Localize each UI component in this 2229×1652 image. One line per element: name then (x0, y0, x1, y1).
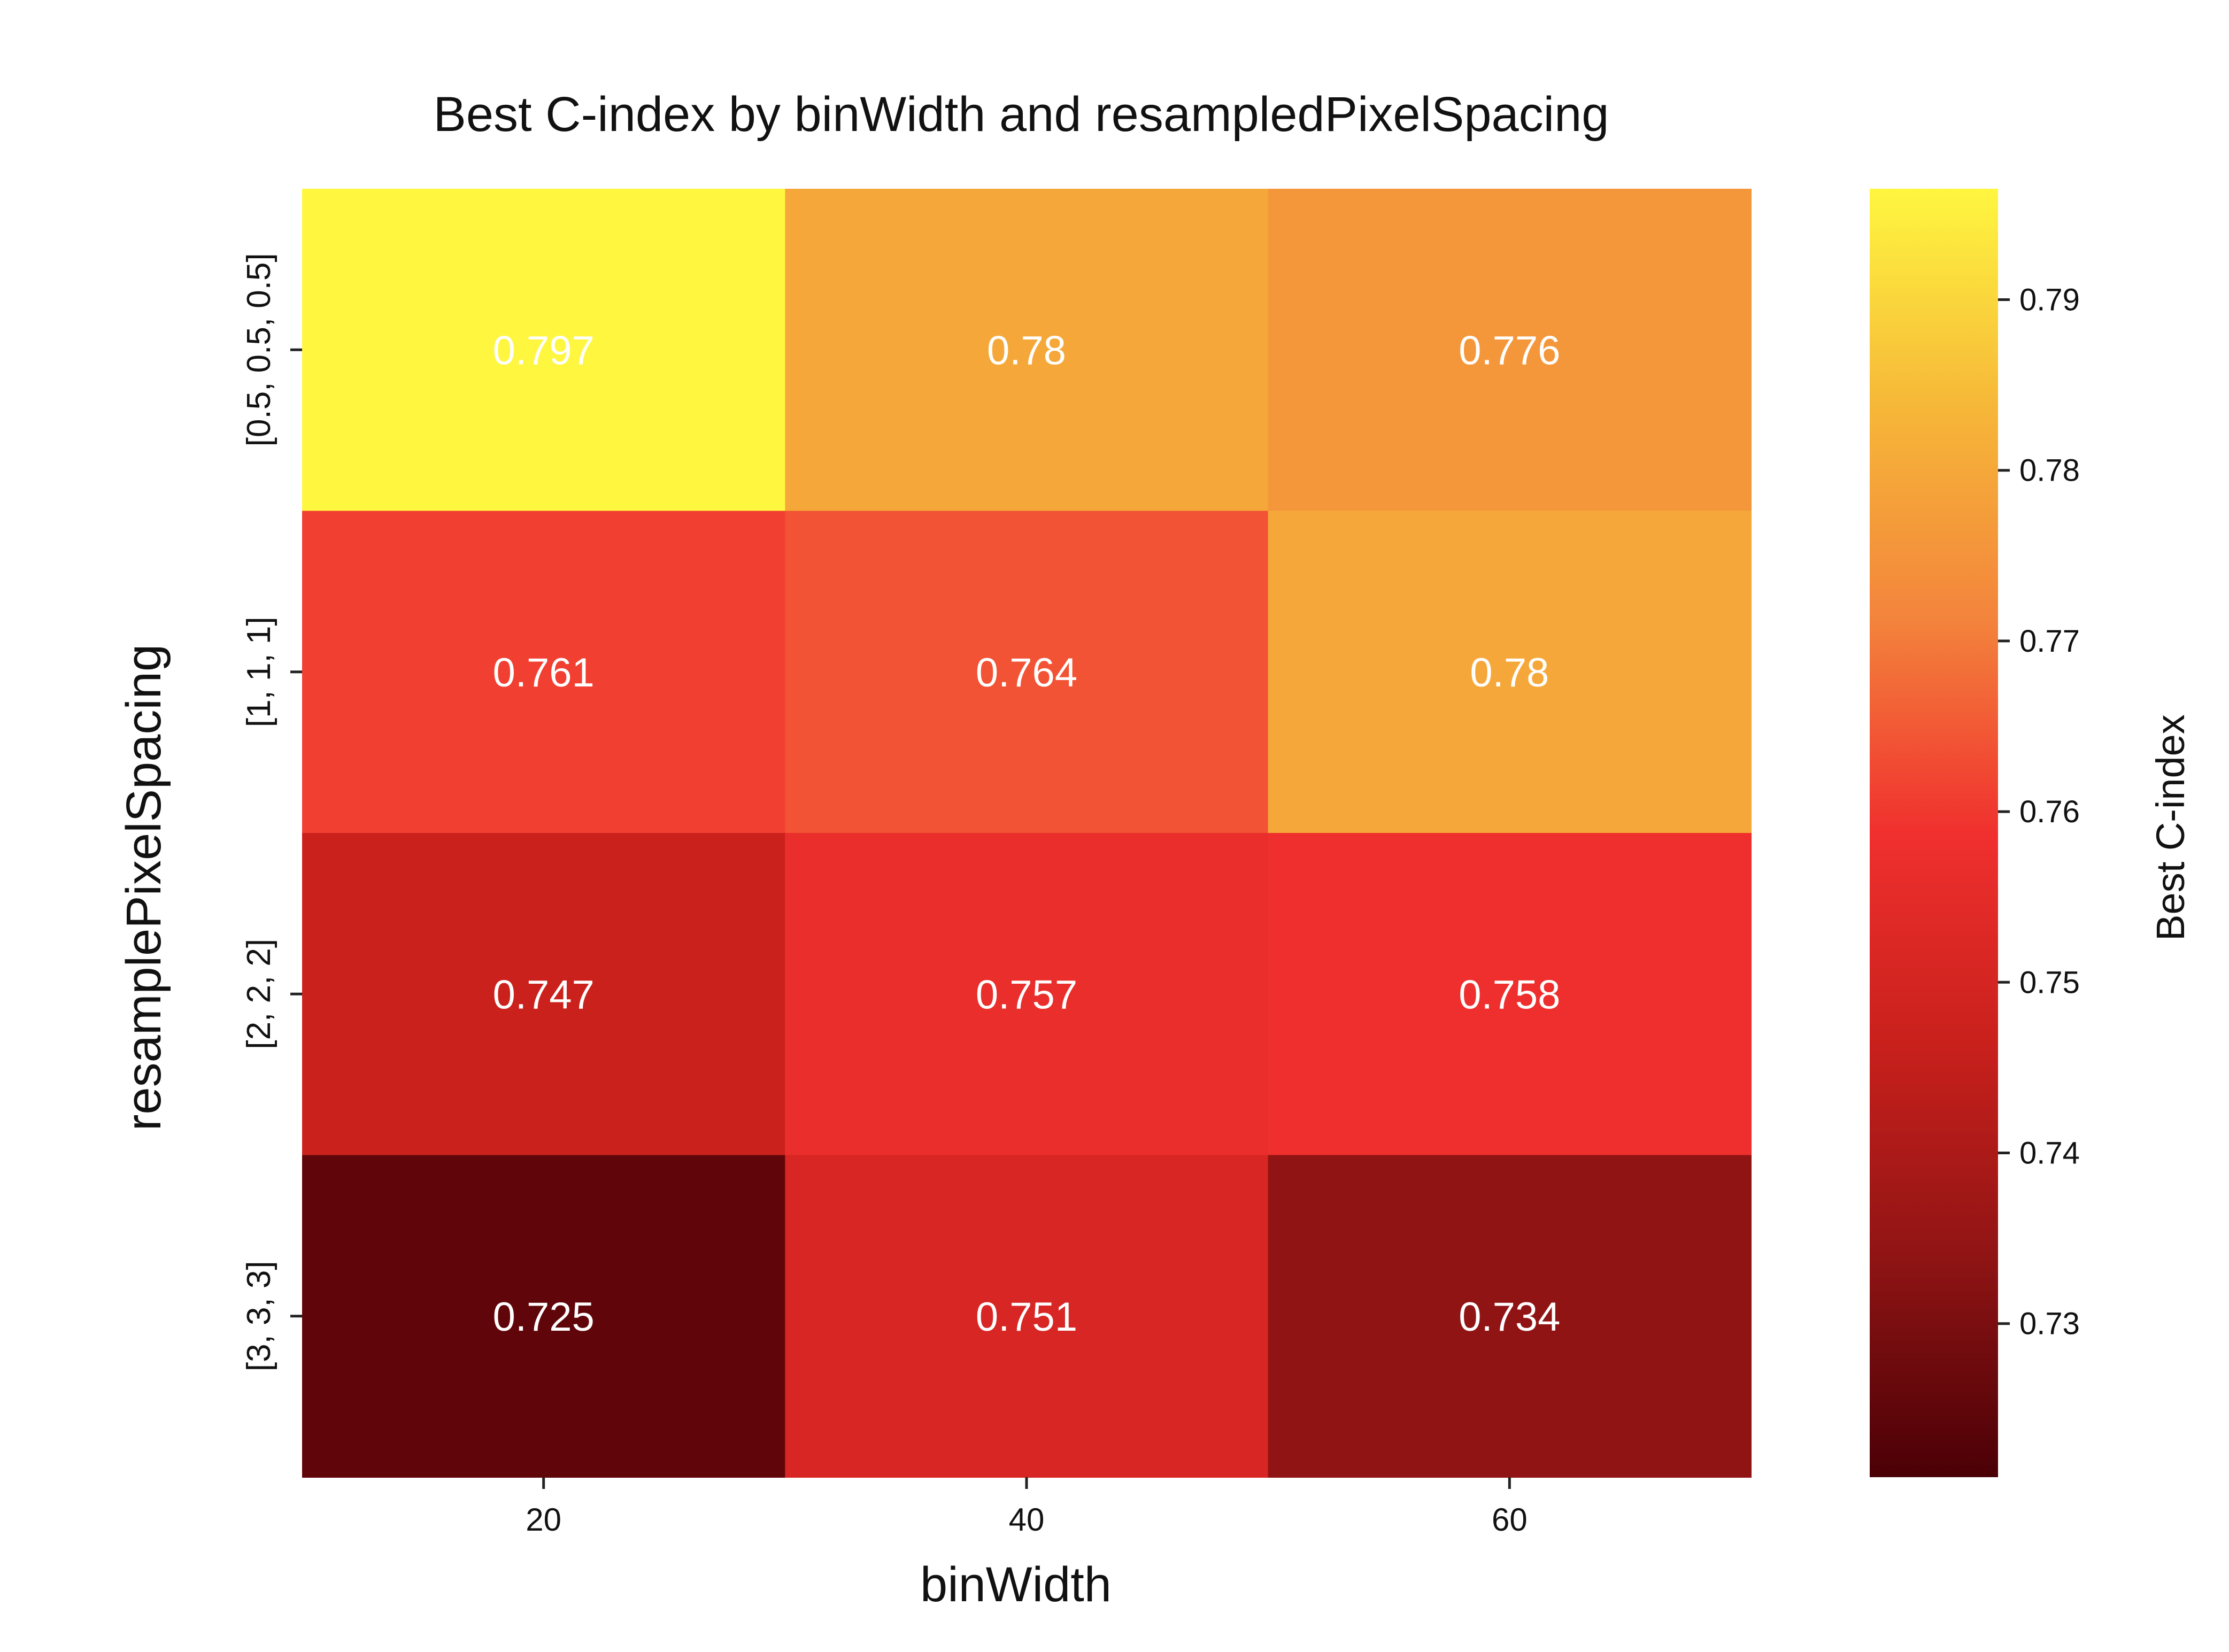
heatmap-cell (785, 189, 1269, 512)
heatmap-cell (302, 833, 786, 1156)
chart-title: Best C-index by binWidth and resampledPi… (434, 87, 1609, 142)
cell-value-label: 0.757 (976, 972, 1077, 1017)
colorbar-tick-label: 0.79 (2019, 282, 2080, 317)
y-tick-label: [0.5, 0.5, 0.5] (241, 253, 277, 446)
colorbar-tick-label: 0.74 (2019, 1136, 2080, 1171)
cell-value-label: 0.747 (493, 972, 595, 1017)
heatmap-cell (302, 511, 786, 833)
colorbar-tick-label: 0.75 (2019, 965, 2080, 1000)
colorbar-label: Best C-index (2148, 714, 2193, 941)
colorbar-tick-label: 0.73 (2019, 1307, 2080, 1341)
heatmap-cell (785, 511, 1269, 833)
cell-value-label: 0.761 (493, 650, 595, 696)
cell-value-label: 0.78 (987, 328, 1066, 373)
cell-value-label: 0.797 (493, 328, 595, 373)
heatmap-cells: 0.797 0.78 0.776 0.761 0.764 0.78 0.747 0.757 0.… (302, 189, 1752, 1478)
cell-value-label: 0.78 (1470, 650, 1549, 696)
heatmap-cell (1268, 833, 1752, 1156)
colorbar-tick-label: 0.77 (2019, 624, 2080, 659)
heatmap-cell (302, 189, 786, 512)
colorbar-ticks: 0.73 0.74 0.75 0.76 0.77 0.78 0.79 (1998, 282, 2080, 1341)
heatmap-cell (785, 833, 1269, 1156)
y-tick-label: [3, 3, 3] (241, 1261, 277, 1371)
x-tick-label: 40 (1009, 1502, 1045, 1538)
y-axis-label: resamplePixelSpacing (117, 644, 171, 1131)
y-axis-ticks: [0.5, 0.5, 0.5] [1, 1, 1] [2, 2, 2] [3, 3, … (241, 253, 302, 1371)
x-axis-label: binWidth (920, 1557, 1112, 1612)
heatmap-cell (1268, 511, 1752, 833)
x-tick-label: 60 (1492, 1502, 1528, 1538)
cell-value-label: 0.725 (493, 1294, 595, 1340)
heatmap-cell (785, 1155, 1269, 1478)
cell-value-label: 0.734 (1459, 1294, 1560, 1340)
cell-value-label: 0.751 (976, 1294, 1077, 1340)
heatmap-cell (1268, 189, 1752, 512)
y-tick-label: [1, 1, 1] (241, 616, 277, 727)
heatmap-cell (1268, 1155, 1752, 1478)
cell-value-label: 0.758 (1459, 972, 1560, 1017)
y-tick-label: [2, 2, 2] (241, 939, 277, 1049)
x-tick-label: 20 (526, 1502, 561, 1538)
colorbar-tick-label: 0.78 (2019, 453, 2080, 488)
colorbar-tick-label: 0.76 (2019, 794, 2080, 829)
cell-value-label: 0.764 (976, 650, 1077, 696)
x-axis-ticks: 20 40 60 (526, 1477, 1528, 1538)
heatmap-cell (302, 1155, 786, 1478)
cell-value-label: 0.776 (1459, 328, 1560, 373)
colorbar (1870, 189, 1998, 1477)
